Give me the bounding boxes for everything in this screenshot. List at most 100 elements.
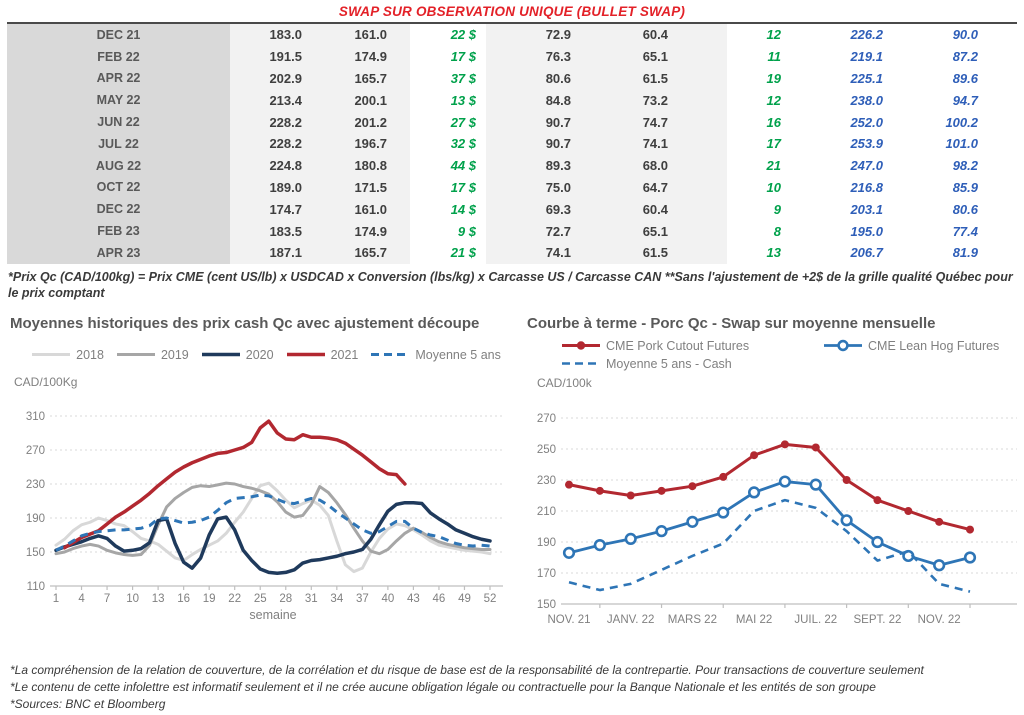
series-line <box>54 481 492 557</box>
swap-table: DEC 21 183.0 161.0 22 $ 72.9 60.4 12 226.2 90.0 F… <box>7 22 1017 264</box>
table-cell: 174.7 <box>230 198 310 221</box>
table-cell: FEB 22 <box>7 45 230 68</box>
table-value-cell: 21 <box>766 158 781 174</box>
data-point-marker <box>595 486 604 495</box>
table-value-cell: 81.9 <box>952 245 978 261</box>
y-tick-label: 270 <box>537 413 556 425</box>
legend-swatch-icon <box>286 353 325 357</box>
table-cell: 10 <box>727 176 785 199</box>
left-chart-legend: 2018 2019 2020 2021 Moyenne 5 ans <box>10 348 522 362</box>
table-value-cell: 225.1 <box>850 70 883 86</box>
forward-curve-chart: 150 170 190 210 230 250 270 NOV. 21 JANV. 22 MARS… <box>537 413 1017 626</box>
data-point-marker <box>750 450 759 459</box>
table-cell: 85.9 <box>887 176 982 199</box>
table-value-cell: 17 $ <box>450 49 476 65</box>
table-cell: 68.0 <box>583 154 727 177</box>
table-value-cell: 84.8 <box>545 92 571 108</box>
table-value-cell: 252.0 <box>850 114 883 130</box>
table-value-cell: 165.7 <box>354 70 387 86</box>
table-value-cell: 44 $ <box>450 158 476 174</box>
legend-swatch-icon <box>116 353 155 357</box>
x-tick-label: 4 <box>78 593 85 605</box>
table-value-cell: 69.3 <box>545 201 571 217</box>
table-row: DEC 22 174.7 161.0 14 $ 69.3 60.4 9 203.1 80.6 <box>7 198 1017 221</box>
table-cell: 77.4 <box>887 220 982 242</box>
table-value-cell: 171.5 <box>354 179 387 195</box>
table-cell: 201.2 <box>310 111 410 133</box>
table-row: AUG 22 224.8 180.8 44 $ 89.3 68.0 21 247.0 98.2 <box>7 154 1017 177</box>
table-value-cell: 89.3 <box>545 158 571 174</box>
table-value-cell: 90.7 <box>545 136 571 152</box>
table-value-cell: 87.2 <box>952 49 978 65</box>
table-cell: APR 23 <box>7 241 230 264</box>
historical-prices-chart: 110 150 190 230 270 310 1 4 7 10 13 16 19 22 25 28 31 34 3… <box>26 411 503 622</box>
table-value-cell: 9 $ <box>457 223 476 239</box>
table-month-cell: APR 22 <box>96 71 141 86</box>
table-row: JUL 22 228.2 196.7 32 $ 90.7 74.1 17 253.9 101.0 <box>7 132 1017 155</box>
table-cell: 238.0 <box>785 89 887 112</box>
legend-label: 2021 <box>330 347 359 362</box>
table-value-cell: 17 $ <box>450 179 476 195</box>
x-tick-label: 34 <box>330 593 343 605</box>
right-chart-unit-label: CAD/100k <box>537 375 592 390</box>
table-cell: DEC 21 <box>7 24 230 46</box>
table-cell: 76.3 <box>486 45 583 68</box>
table-cell: 90.0 <box>887 24 982 46</box>
legend-item: Moyenne 5 ans <box>370 348 501 362</box>
x-tick-label: 13 <box>152 593 165 605</box>
table-cell: 22 $ <box>410 24 486 46</box>
table-cell: 90.7 <box>486 111 583 133</box>
table-cell: 228.2 <box>230 132 310 155</box>
table-cell: 74.1 <box>486 241 583 264</box>
table-cell: 247.0 <box>785 154 887 177</box>
table-cell: 171.5 <box>310 176 410 199</box>
data-point-marker <box>562 546 576 559</box>
table-cell: 89.6 <box>887 67 982 90</box>
series-line <box>62 419 407 550</box>
table-row: FEB 23 183.5 174.9 9 $ 72.7 65.1 8 195.0 77.4 <box>7 220 1017 242</box>
table-cell <box>982 67 1016 90</box>
table-cell: 17 <box>727 132 785 155</box>
x-tick-label: 46 <box>433 593 446 605</box>
y-tick-label: 230 <box>26 479 45 491</box>
legend-swatch-icon <box>32 353 71 357</box>
table-cell: 196.7 <box>310 132 410 155</box>
y-tick-label: 110 <box>27 581 45 593</box>
x-tick-label: 7 <box>104 593 110 605</box>
table-month-cell: DEC 21 <box>96 27 141 42</box>
table-cell: 21 $ <box>410 241 486 264</box>
table-value-cell: 206.7 <box>850 245 883 261</box>
table-cell: 253.9 <box>785 132 887 155</box>
table-cell: 60.4 <box>583 24 727 46</box>
x-tick-label: 1 <box>53 593 59 605</box>
table-cell: OCT 22 <box>7 176 230 199</box>
table-cell: 165.7 <box>310 67 410 90</box>
legend-label: 2019 <box>160 347 189 362</box>
table-value-cell: 174.9 <box>354 223 387 239</box>
table-row: DEC 21 183.0 161.0 22 $ 72.9 60.4 12 226.2 90.0 <box>7 24 1017 46</box>
legend-label: 2018 <box>76 347 104 362</box>
table-cell: 12 <box>727 24 785 46</box>
data-point-marker <box>780 440 789 449</box>
table-value-cell: 189.0 <box>269 179 302 195</box>
x-tick-label: 22 <box>228 593 241 605</box>
data-point-marker <box>688 481 697 490</box>
table-value-cell: 202.9 <box>269 70 302 86</box>
table-cell: 216.8 <box>785 176 887 199</box>
table-value-cell: 94.7 <box>952 92 978 108</box>
data-point-marker <box>871 535 884 548</box>
table-cell: 224.8 <box>230 154 310 177</box>
data-point-marker <box>686 515 699 528</box>
y-tick-label: 270 <box>26 445 45 457</box>
legend-label: Moyenne 5 ans - Cash <box>606 356 732 371</box>
table-cell: DEC 22 <box>7 198 230 221</box>
table-cell: 69.3 <box>486 198 583 221</box>
data-point-marker <box>811 443 820 452</box>
table-value-cell: 74.1 <box>642 136 668 152</box>
x-tick-label: 19 <box>203 593 216 605</box>
table-row: APR 23 187.1 165.7 21 $ 74.1 61.5 13 206.7 81.9 <box>7 241 1017 264</box>
table-cell <box>982 176 1016 199</box>
legend-item: CME Pork Cutout Futures <box>561 339 823 353</box>
table-cell: 17 $ <box>410 176 486 199</box>
table-value-cell: 247.0 <box>850 158 883 174</box>
